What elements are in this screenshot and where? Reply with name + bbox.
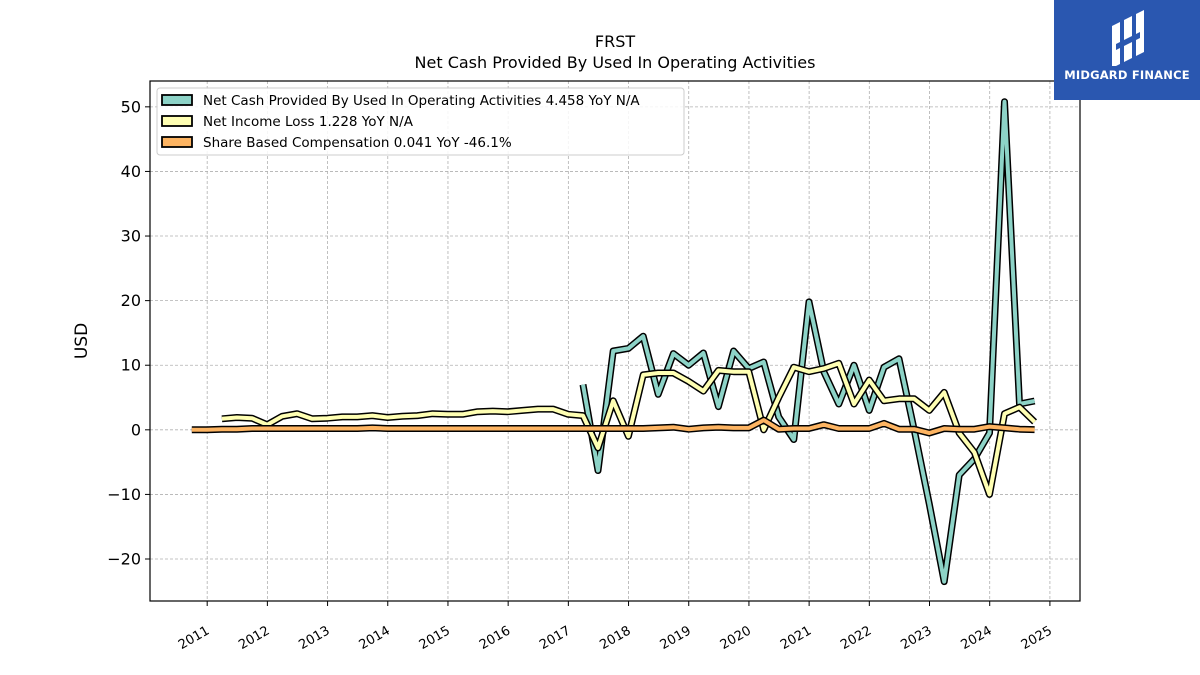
- x-tick-label: 2025: [1019, 623, 1055, 653]
- y-axis: −20 −10 0 10 20 30 40 50: [107, 97, 150, 569]
- midgard-logo-icon: [1112, 10, 1144, 66]
- x-tick-label: 2015: [417, 623, 453, 653]
- legend-swatch: [161, 115, 193, 127]
- x-tick-label: 2013: [296, 623, 332, 653]
- legend-label: Net Cash Provided By Used In Operating A…: [203, 93, 640, 109]
- x-tick-label: 2012: [236, 623, 272, 653]
- legend-swatch: [161, 136, 193, 148]
- y-tick-label: −10: [107, 485, 141, 504]
- series-line-2: [221, 361, 1036, 497]
- legend-label: Share Based Compensation 0.041 YoY -46.1…: [203, 135, 512, 151]
- x-tick-label: 2023: [898, 623, 934, 653]
- y-tick-label: 50: [121, 97, 141, 116]
- x-tick-label: 2024: [959, 623, 995, 653]
- legend-swatch: [161, 94, 193, 106]
- chart-title: FRST: [595, 32, 635, 51]
- brand-logo: MIDGARD FINANCE: [1054, 0, 1200, 100]
- x-tick-label: 2021: [778, 623, 814, 653]
- grid-lines: [150, 81, 1080, 601]
- plot-frame: [149, 80, 1081, 602]
- x-tick-label: 2018: [597, 623, 633, 653]
- series-layer: [191, 98, 1038, 586]
- x-axis: 2011 2012 2013 2014 2015 2016 2017 2018 2019 2020…: [176, 601, 1055, 653]
- x-tick-label: 2016: [477, 623, 513, 653]
- x-tick-label: 2017: [537, 623, 573, 653]
- x-tick-label: 2022: [838, 623, 874, 653]
- chart-subtitle: Net Cash Provided By Used In Operating A…: [415, 53, 816, 72]
- y-tick-label: 40: [121, 162, 141, 181]
- y-tick-label: −20: [107, 550, 141, 569]
- y-tick-label: 30: [121, 227, 141, 246]
- y-axis-label: USD: [72, 323, 92, 359]
- y-tick-label: 20: [121, 291, 141, 310]
- series-line-3: [191, 418, 1035, 435]
- brand-name: MIDGARD FINANCE: [1064, 68, 1190, 82]
- x-tick-label: 2019: [658, 623, 694, 653]
- legend: Net Cash Provided By Used In Operating A…: [156, 87, 685, 156]
- y-tick-label: 0: [131, 420, 141, 439]
- legend-box: [156, 87, 685, 156]
- series-line-1: [581, 99, 1035, 584]
- x-tick-label: 2014: [357, 623, 393, 653]
- legend-label: Net Income Loss 1.228 YoY N/A: [203, 114, 414, 130]
- x-tick-label: 2011: [176, 623, 212, 653]
- x-tick-label: 2020: [718, 623, 754, 653]
- y-tick-label: 10: [121, 356, 141, 375]
